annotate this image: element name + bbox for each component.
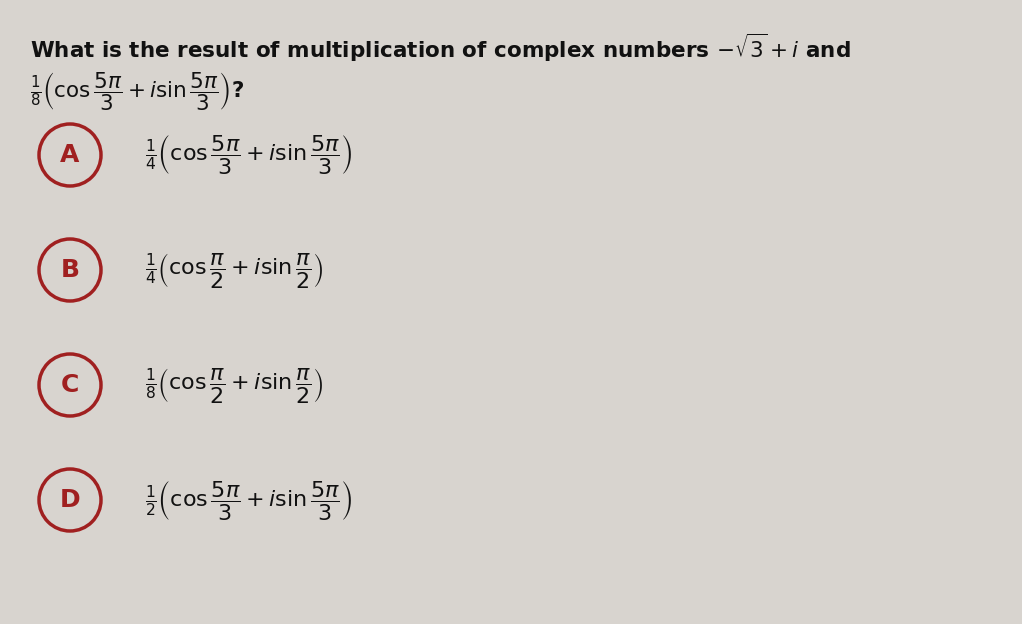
Text: B: B [60, 258, 80, 282]
Text: What is the result of multiplication of complex numbers $-\sqrt{3}+i$ and: What is the result of multiplication of … [30, 32, 850, 64]
Text: D: D [59, 488, 81, 512]
Text: A: A [60, 143, 80, 167]
Text: $\frac{1}{4}\left(\cos\dfrac{\pi}{2}+i\sin\dfrac{\pi}{2}\right)$: $\frac{1}{4}\left(\cos\dfrac{\pi}{2}+i\s… [145, 250, 323, 290]
Text: $\frac{1}{4}\left(\cos\dfrac{5\pi}{3}+i\sin\dfrac{5\pi}{3}\right)$: $\frac{1}{4}\left(\cos\dfrac{5\pi}{3}+i\… [145, 134, 353, 177]
Text: $\frac{1}{2}\left(\cos\dfrac{5\pi}{3}+i\sin\dfrac{5\pi}{3}\right)$: $\frac{1}{2}\left(\cos\dfrac{5\pi}{3}+i\… [145, 479, 353, 522]
Text: C: C [61, 373, 79, 397]
Text: $\frac{1}{8}\left(\cos\dfrac{5\pi}{3}+i\sin\dfrac{5\pi}{3}\right)$?: $\frac{1}{8}\left(\cos\dfrac{5\pi}{3}+i\… [30, 70, 244, 113]
Text: $\frac{1}{8}\left(\cos\dfrac{\pi}{2}+i\sin\dfrac{\pi}{2}\right)$: $\frac{1}{8}\left(\cos\dfrac{\pi}{2}+i\s… [145, 366, 323, 404]
